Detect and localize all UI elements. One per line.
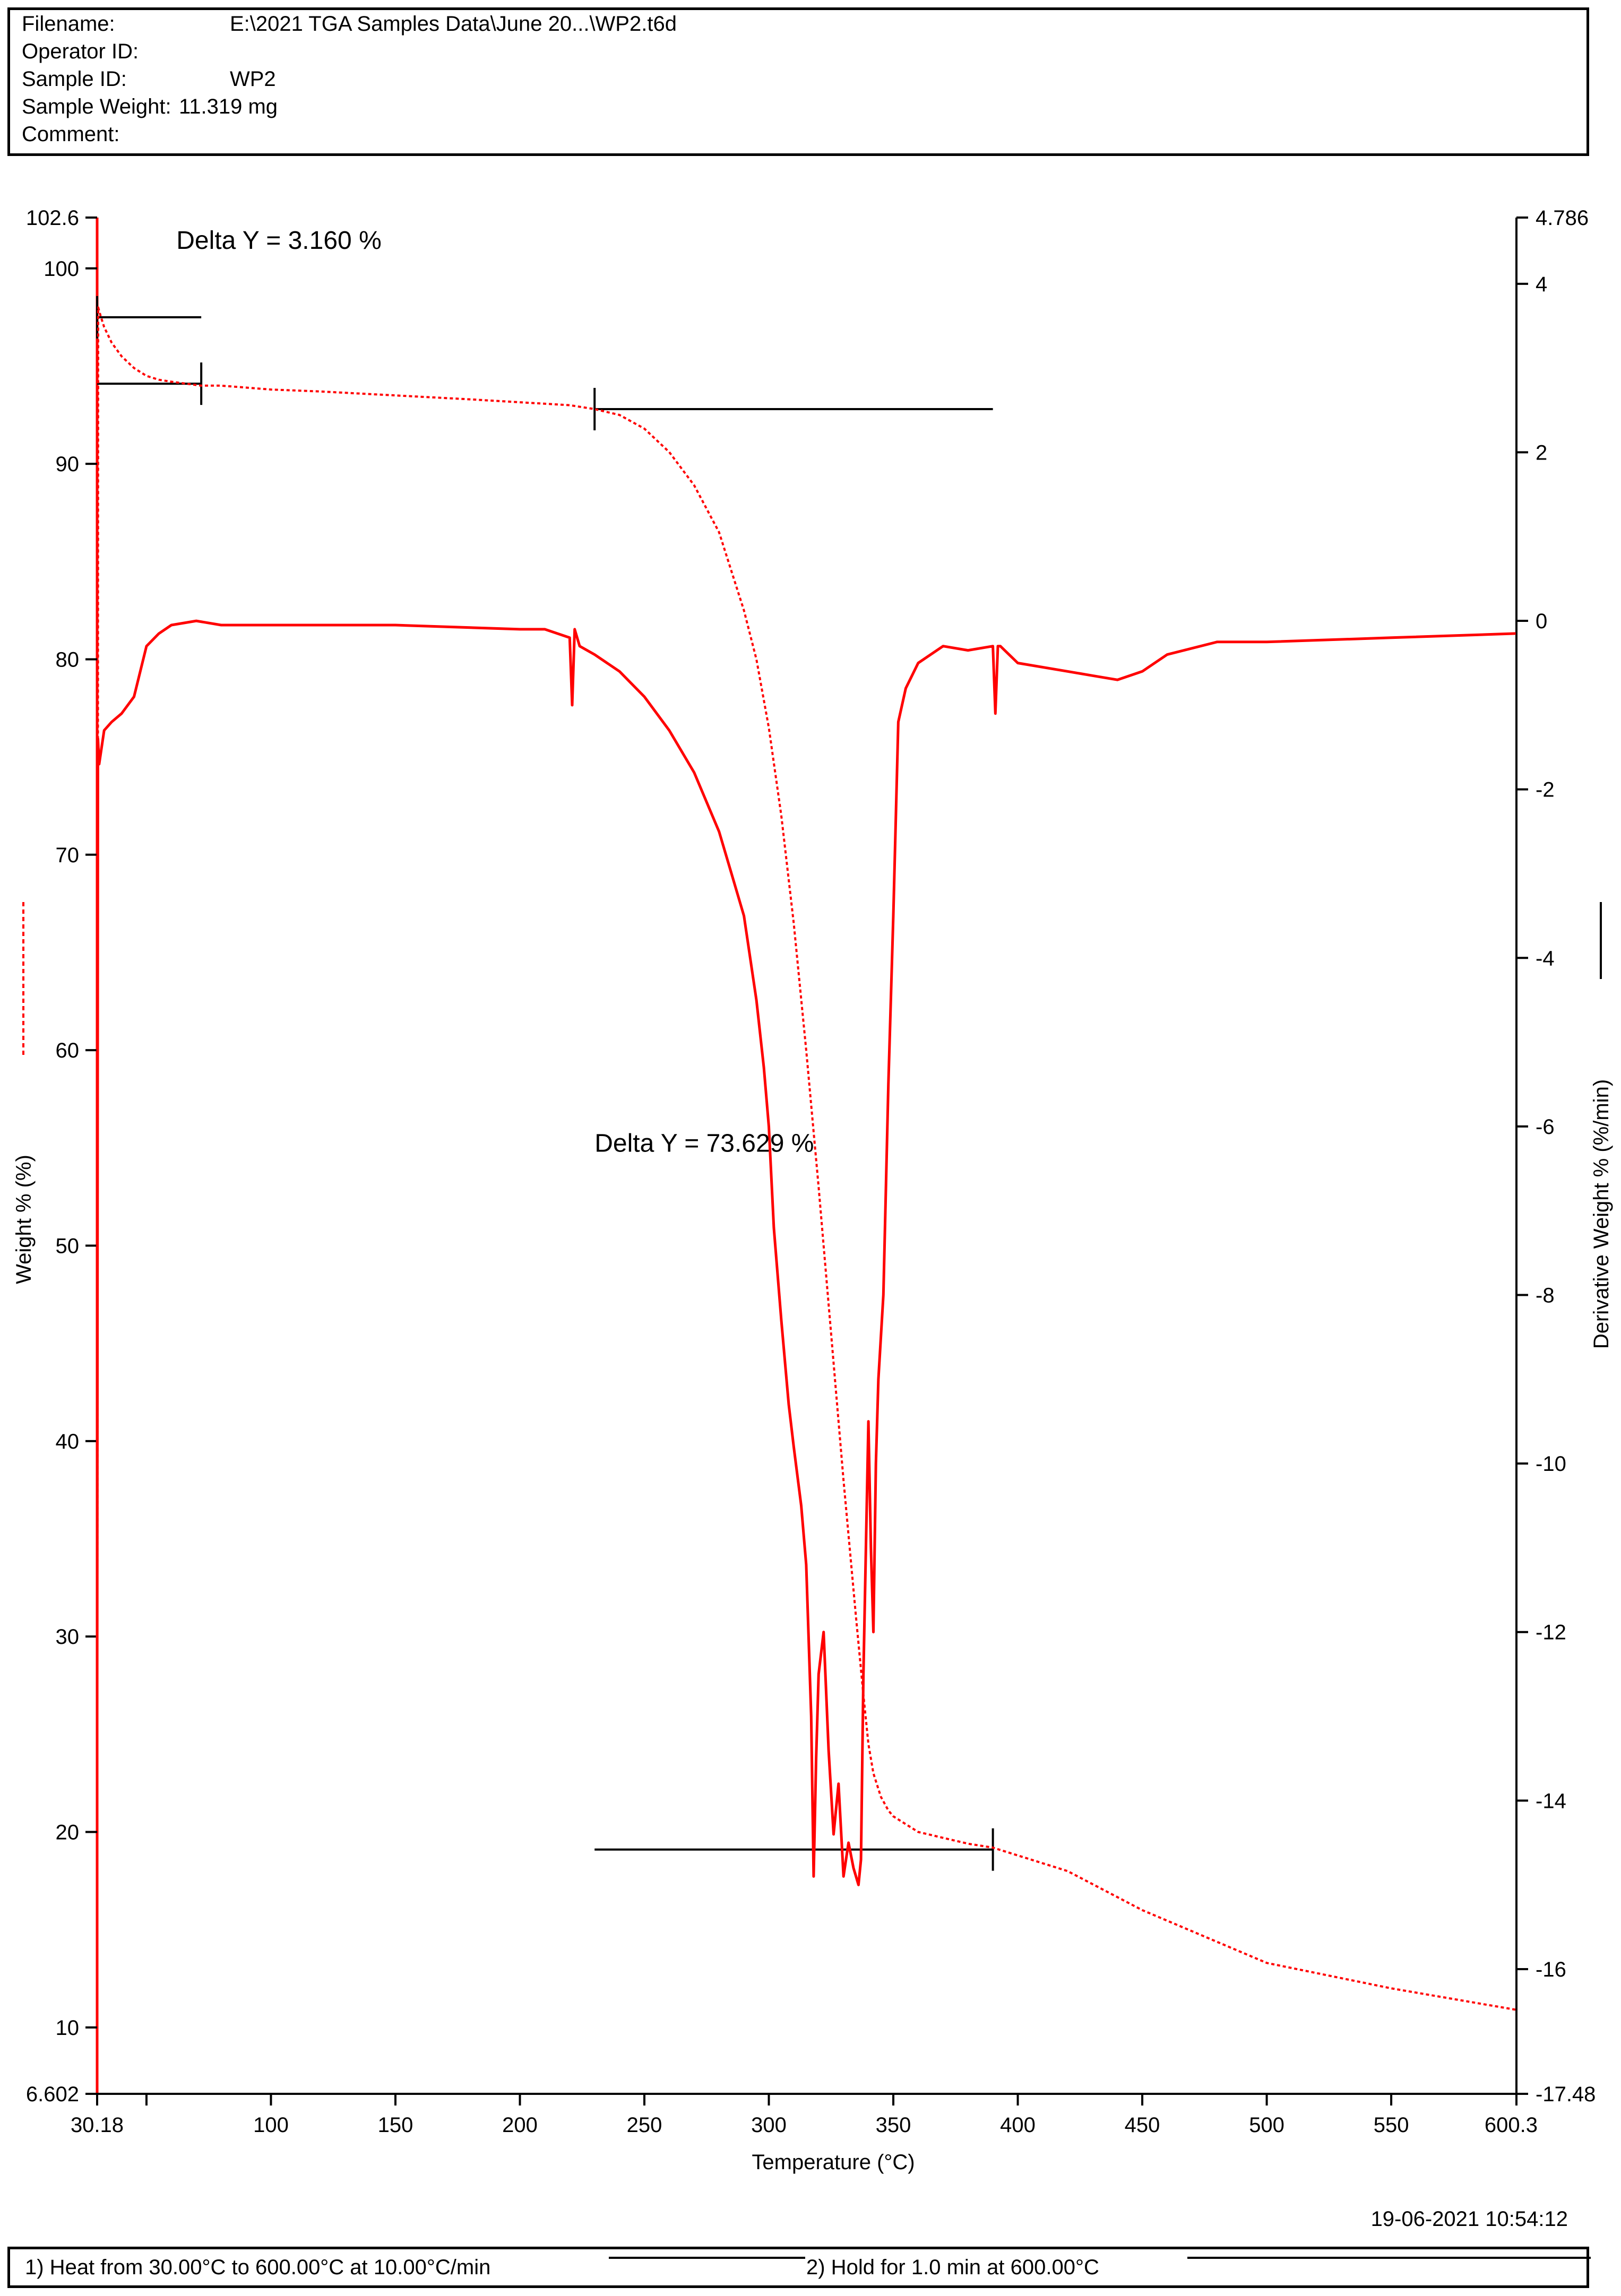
y-left-tick-label: 70 xyxy=(56,844,80,867)
sample-weight-value: 11.319 mg xyxy=(179,95,278,118)
y-right-tick-label: -16 xyxy=(1536,1958,1566,1981)
x-tick-label: 100 xyxy=(253,2113,289,2137)
derivative-weight-curve xyxy=(96,619,1516,1886)
y-left-tick-label: 50 xyxy=(56,1234,80,1258)
x-tick-label: 400 xyxy=(1000,2113,1036,2137)
y-right-tick-label: 4.786 xyxy=(1536,206,1589,230)
x-tick-label: 200 xyxy=(502,2113,538,2137)
filename-value: E:\2021 TGA Samples Data\June 20...\WP2.… xyxy=(230,12,677,36)
x-tick-label: 350 xyxy=(876,2113,911,2137)
y-right-tick-label: -2 xyxy=(1536,778,1555,802)
x-axis-title: Temperature (°C) xyxy=(752,2151,915,2174)
series-layer xyxy=(96,306,1517,2018)
y-left-tick-label: 102.6 xyxy=(26,206,79,230)
method-step-1-bar xyxy=(609,2257,805,2259)
y-right-tick-label: -10 xyxy=(1536,1452,1566,1476)
sample-id-value: WP2 xyxy=(230,67,276,91)
y-left-tick-label: 40 xyxy=(56,1430,80,1453)
y-right-tick-label: -4 xyxy=(1536,947,1555,970)
y-left-tick-label: 20 xyxy=(56,1821,80,1844)
marker-layer xyxy=(96,296,994,1871)
y-left-tick-label: 100 xyxy=(44,257,79,281)
y-right-tick-label: -14 xyxy=(1536,1789,1566,1813)
method-step-1: 1) Heat from 30.00°C to 600.00°C at 10.0… xyxy=(25,2256,491,2279)
operator-label: Operator ID: xyxy=(22,40,139,63)
y-left-axis-title: Weight % (%) xyxy=(12,1155,36,1284)
x-tick-label: 600.3 xyxy=(1485,2113,1538,2137)
y-left-tick-label: 10 xyxy=(56,2016,80,2040)
x-tick-label: 500 xyxy=(1249,2113,1284,2137)
y-right-tick-label: -8 xyxy=(1536,1284,1555,1307)
label-layer: Temperature (°C) Weight % (%) Derivative W… xyxy=(12,227,1613,2174)
y-right-tick-label: 2 xyxy=(1536,441,1547,464)
sample-id-label: Sample ID: xyxy=(22,67,127,91)
y-right-tick-label: 4 xyxy=(1536,273,1547,296)
y-left-tick-label: 80 xyxy=(56,648,80,671)
sample-weight-label: Sample Weight: xyxy=(22,95,171,118)
y-left-tick-label: 90 xyxy=(56,453,80,476)
y-right-axis-title: Derivative Weight % (%/min) xyxy=(1590,1079,1613,1349)
weight-percent-curve xyxy=(96,306,1517,2018)
comment-label: Comment: xyxy=(22,123,120,146)
method-step-2-bar xyxy=(1187,2257,1591,2259)
tga-chart: 30.18 100 150 200 250 300 350 400 450 500 550 600.3… xyxy=(12,206,1613,2174)
y-right-tick-label: -12 xyxy=(1536,1621,1566,1644)
x-tick-label: 300 xyxy=(751,2113,787,2137)
filename-label: Filename: xyxy=(22,12,115,36)
timestamp: 19-06-2021 10:54:12 xyxy=(1370,2207,1568,2231)
sample-info-box: Filename: E:\2021 TGA Samples Data\June … xyxy=(7,7,1589,156)
y-right-tick-label: -6 xyxy=(1536,1115,1555,1139)
method-step-2: 2) Hold for 1.0 min at 600.00°C xyxy=(806,2256,1099,2279)
y-right-tick-label: 0 xyxy=(1536,610,1547,633)
y-right-tick-label: -17.48 xyxy=(1536,2083,1596,2106)
x-tick-label: 150 xyxy=(378,2113,413,2137)
method-box: 1) Heat from 30.00°C to 600.00°C at 10.0… xyxy=(7,2247,1591,2288)
x-tick-label: 450 xyxy=(1125,2113,1160,2137)
x-tick-label: 30.18 xyxy=(71,2113,124,2137)
delta-y-annotation: Delta Y = 73.629 % xyxy=(594,1130,814,1158)
x-tick-label: 250 xyxy=(627,2113,662,2137)
y-left-tick-label: 60 xyxy=(56,1039,80,1062)
delta-y-annotation: Delta Y = 3.160 % xyxy=(176,227,382,255)
y-left-tick-label: 30 xyxy=(56,1625,80,1649)
x-tick-label: 550 xyxy=(1374,2113,1409,2137)
y-left-tick-label: 6.602 xyxy=(26,2083,79,2106)
axes-layer: 30.18 100 150 200 250 300 350 400 450 500 550 600.3… xyxy=(26,206,1596,2137)
